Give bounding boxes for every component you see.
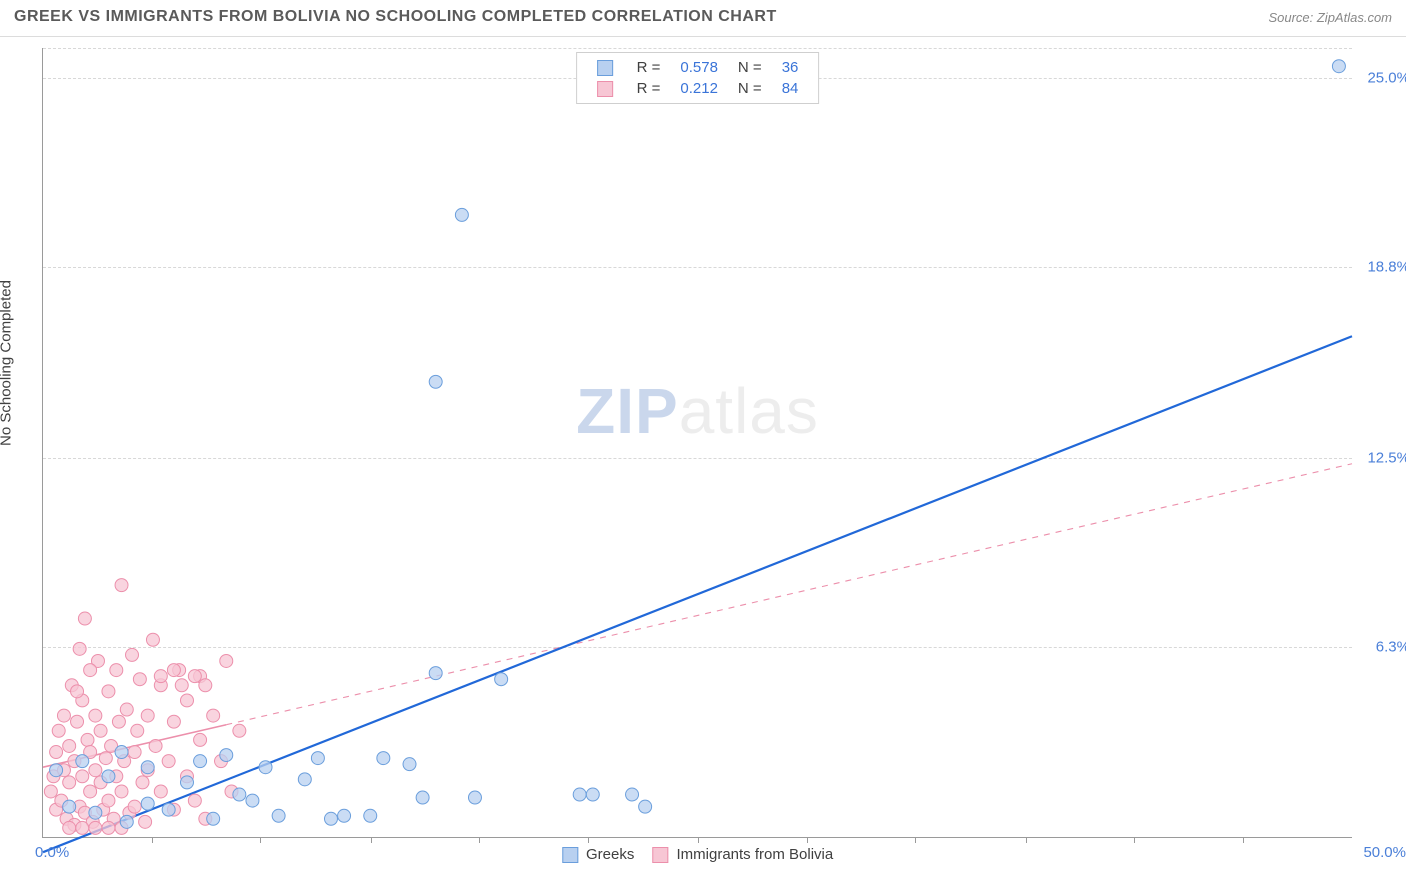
r-value-bolivia: 0.212 bbox=[670, 78, 728, 99]
stats-row-bolivia: R = 0.212 N = 84 bbox=[587, 78, 809, 99]
swatch-greeks-icon bbox=[562, 847, 578, 863]
swatch-bolivia-icon bbox=[597, 81, 613, 97]
y-axis-label: No Schooling Completed bbox=[0, 280, 15, 446]
n-label: N = bbox=[728, 57, 772, 78]
r-value-greeks: 0.578 bbox=[670, 57, 728, 78]
plot-area: ZIPatlas 6.3%12.5%18.8%25.0% R = 0.578 N… bbox=[42, 48, 1352, 838]
y-tick-label: 18.8% bbox=[1367, 258, 1406, 275]
y-tick-label: 6.3% bbox=[1376, 638, 1406, 655]
points-bolivia bbox=[44, 579, 245, 835]
legend-item-greeks: Greeks bbox=[562, 846, 635, 863]
x-tick-max: 50.0% bbox=[1363, 844, 1406, 861]
stats-legend: R = 0.578 N = 36 R = 0.212 N = 84 bbox=[576, 52, 820, 104]
swatch-greeks-icon bbox=[597, 60, 613, 76]
n-value-greeks: 36 bbox=[772, 57, 809, 78]
x-tick-min: 0.0% bbox=[35, 844, 69, 861]
y-tick-label: 25.0% bbox=[1367, 70, 1406, 87]
stats-row-greeks: R = 0.578 N = 36 bbox=[587, 57, 809, 78]
trendline-greeks bbox=[43, 336, 1352, 852]
header-divider bbox=[0, 36, 1406, 37]
series-legend: Greeks Immigrants from Bolivia bbox=[562, 846, 833, 863]
y-tick-label: 12.5% bbox=[1367, 450, 1406, 467]
chart-header: GREEK VS IMMIGRANTS FROM BOLIVIA NO SCHO… bbox=[0, 0, 1406, 32]
points-greeks bbox=[50, 60, 1346, 829]
scatter-svg bbox=[43, 48, 1352, 837]
legend-item-bolivia: Immigrants from Bolivia bbox=[652, 846, 833, 863]
trendline-bolivia bbox=[43, 464, 1352, 767]
chart-title: GREEK VS IMMIGRANTS FROM BOLIVIA NO SCHO… bbox=[14, 8, 777, 26]
swatch-bolivia-icon bbox=[652, 847, 668, 863]
r-label: R = bbox=[627, 57, 671, 78]
source-attribution: Source: ZipAtlas.com bbox=[1268, 10, 1392, 25]
n-value-bolivia: 84 bbox=[772, 78, 809, 99]
